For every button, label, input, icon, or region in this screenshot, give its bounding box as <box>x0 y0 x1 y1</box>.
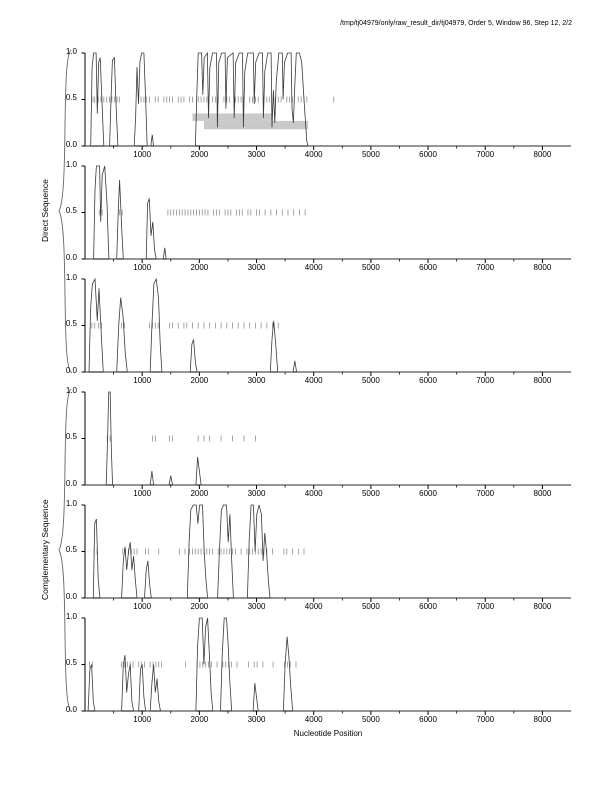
x-tick-label: 6000 <box>419 263 437 272</box>
x-axis-label: Nucleotide Position <box>293 729 363 738</box>
x-tick-label: 8000 <box>533 150 552 159</box>
x-tick-label: 2000 <box>190 489 209 498</box>
y-tick-label: 1.0 <box>65 273 77 282</box>
x-tick-label: 1000 <box>133 489 152 498</box>
probability-curve <box>85 51 571 147</box>
x-tick-label: 4000 <box>304 150 323 159</box>
y-tick-label: 0.5 <box>65 93 77 102</box>
y-tick-label: 1.0 <box>65 612 77 621</box>
y-tick-label: 1.0 <box>65 386 77 395</box>
x-tick-label: 1000 <box>133 263 152 272</box>
x-tick-label: 4000 <box>304 602 323 611</box>
probability-curve <box>85 165 571 260</box>
x-tick-label: 4000 <box>304 376 323 385</box>
panel-complementary-frame-1: 1.0 0.5 0.0 1000 2000 3000 4000 5000 6000 7000 800… <box>66 386 573 501</box>
panel-plot-complementary-frame-2 <box>81 504 571 602</box>
x-tick-label: 6000 <box>419 489 437 498</box>
direct-sequence-label: Direct Sequence <box>40 179 50 243</box>
x-tick-label: 3000 <box>247 602 266 611</box>
highlight-region <box>203 120 308 130</box>
x-tick-label: 8000 <box>533 376 552 385</box>
x-tick-label: 7000 <box>476 263 495 272</box>
x-tick-label: 8000 <box>533 715 552 724</box>
panel-direct-frame-1: 1.0 0.5 0.0 1000 2000 3000 4000 5000 6000 7000 800… <box>66 47 573 162</box>
x-tick-label: 5000 <box>361 715 380 724</box>
y-tick-label: 0.0 <box>65 705 77 714</box>
y-tick-label: 0.0 <box>65 140 77 149</box>
y-tick-label: 0.5 <box>65 206 77 215</box>
x-tick-label: 2000 <box>190 150 209 159</box>
y-tick-label: 0.5 <box>65 319 77 328</box>
x-tick-label: 1000 <box>133 715 152 724</box>
panel-plot-direct-frame-1 <box>81 51 571 150</box>
x-tick-label: 4000 <box>304 263 323 272</box>
x-tick-label: 6000 <box>419 150 437 159</box>
x-tick-label: 1000 <box>133 376 152 385</box>
y-tick-label: 1.0 <box>65 47 77 56</box>
panel-complementary-frame-3: 1.0 0.5 0.0 1000 2000 3000 4000 5000 6000 7000 800… <box>66 612 573 727</box>
x-tick-label: 3000 <box>247 376 266 385</box>
panel-plot-direct-frame-2 <box>81 165 571 263</box>
panel-plot-complementary-frame-1 <box>81 391 571 489</box>
x-tick-label: 2000 <box>190 263 209 272</box>
x-tick-label: 7000 <box>476 715 495 724</box>
x-tick-label: 6000 <box>419 376 437 385</box>
panel-complementary-frame-2: 1.0 0.5 0.0 1000 2000 3000 4000 5000 6000 7000 800… <box>66 499 573 614</box>
y-tick-label: 0.0 <box>65 592 77 601</box>
x-tick-label: 3000 <box>247 715 266 724</box>
y-tick-label: 0.5 <box>65 432 77 441</box>
probability-curve <box>85 617 571 712</box>
x-tick-label: 8000 <box>533 489 552 498</box>
x-tick-label: 3000 <box>247 150 266 159</box>
x-tick-label: 5000 <box>361 602 380 611</box>
x-tick-label: 1000 <box>133 602 152 611</box>
x-tick-label: 5000 <box>361 376 380 385</box>
x-tick-label: 5000 <box>361 489 380 498</box>
x-tick-label: 7000 <box>476 150 495 159</box>
x-tick-label: 2000 <box>190 715 209 724</box>
complementary-sequence-label: Complementary Sequence <box>40 499 50 601</box>
panel-direct-frame-3: 1.0 0.5 0.0 1000 2000 3000 4000 5000 6000 7000 800… <box>66 273 573 388</box>
x-tick-label: 5000 <box>361 150 380 159</box>
x-tick-label: 3000 <box>247 489 266 498</box>
x-tick-label: 8000 <box>533 263 552 272</box>
x-tick-label: 2000 <box>190 376 209 385</box>
y-tick-label: 0.0 <box>65 253 77 262</box>
probability-curve <box>85 504 571 599</box>
x-tick-label: 6000 <box>419 602 437 611</box>
plot-title: /tmp/tj04979/only/raw_result_dir/tj04979… <box>340 20 572 27</box>
direct-group-brace <box>58 49 72 373</box>
highlight-region <box>192 113 273 121</box>
complementary-group-brace <box>58 388 72 712</box>
x-tick-label: 8000 <box>533 602 552 611</box>
x-tick-label: 7000 <box>476 602 495 611</box>
x-tick-label: 4000 <box>304 715 323 724</box>
y-tick-label: 0.5 <box>65 545 77 554</box>
x-tick-label: 1000 <box>133 150 152 159</box>
x-tick-label: 3000 <box>247 263 266 272</box>
y-tick-label: 0.5 <box>65 658 77 667</box>
y-tick-label: 0.0 <box>65 479 77 488</box>
y-tick-label: 1.0 <box>65 499 77 508</box>
panel-plot-complementary-frame-3 <box>81 617 571 715</box>
x-tick-label: 7000 <box>476 376 495 385</box>
x-tick-label: 2000 <box>190 602 209 611</box>
y-tick-label: 1.0 <box>65 160 77 169</box>
y-tick-label: 0.0 <box>65 366 77 375</box>
panel-direct-frame-2: 1.0 0.5 0.0 1000 2000 3000 4000 5000 6000 7000 800… <box>66 160 573 275</box>
x-tick-label: 4000 <box>304 489 323 498</box>
probability-curve <box>85 277 571 373</box>
x-tick-label: 7000 <box>476 489 495 498</box>
x-tick-label: 5000 <box>361 263 380 272</box>
x-tick-label: 6000 <box>419 715 437 724</box>
probability-curve <box>85 391 571 486</box>
panel-plot-direct-frame-3 <box>81 277 571 376</box>
